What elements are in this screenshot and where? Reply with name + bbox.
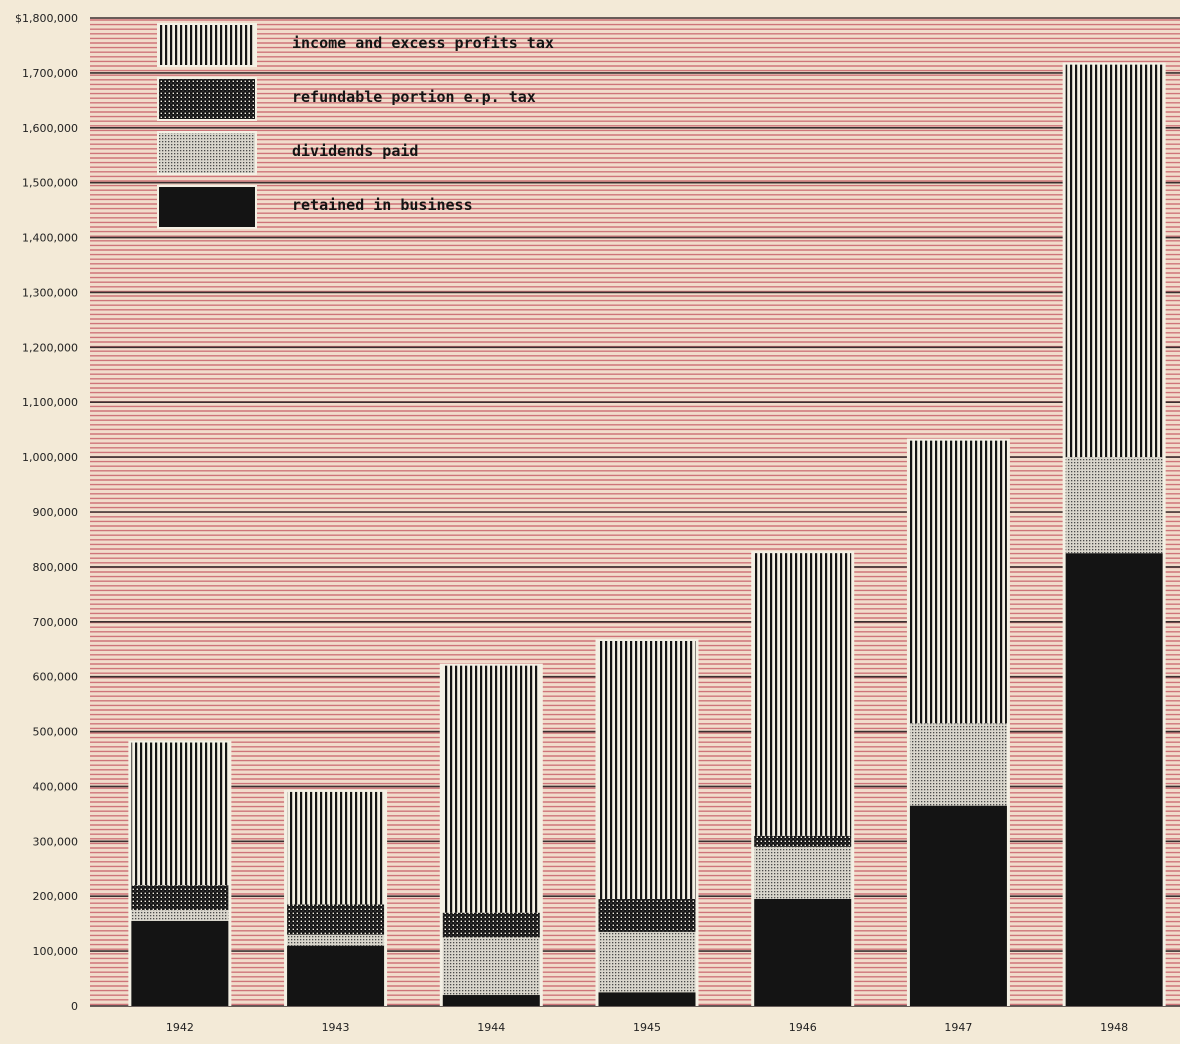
- y-tick-label: 500,000: [33, 726, 79, 739]
- legend-swatch: [157, 185, 257, 229]
- legend-swatch: [157, 23, 257, 67]
- bar-segment: [131, 742, 229, 886]
- y-tick-label: 1,600,000: [22, 122, 78, 135]
- x-tick-label: 1948: [1100, 1021, 1128, 1034]
- legend-swatch: [157, 77, 257, 121]
- bar-segment: [1065, 553, 1163, 1006]
- y-tick-label: 0: [71, 1000, 78, 1013]
- legend-label: dividends paid: [292, 142, 418, 160]
- bar-segment: [598, 898, 696, 932]
- bar-segment: [909, 440, 1007, 724]
- x-tick-label: 1945: [633, 1021, 661, 1034]
- x-tick-label: 1946: [789, 1021, 817, 1034]
- y-tick-label: 300,000: [33, 835, 79, 848]
- bar-segment: [909, 723, 1007, 806]
- bar-segment: [598, 640, 696, 899]
- bar-segment: [131, 920, 229, 1006]
- y-tick-label: 100,000: [33, 945, 79, 958]
- x-tick-label: 1943: [322, 1021, 350, 1034]
- bar-segment: [287, 904, 385, 935]
- y-tick-label: 800,000: [33, 561, 79, 574]
- y-tick-label: 200,000: [33, 890, 79, 903]
- bar-segment: [287, 945, 385, 1006]
- y-tick-label: 1,700,000: [22, 67, 78, 80]
- bar-segment: [1065, 457, 1163, 554]
- bar-segment: [909, 805, 1007, 1006]
- x-tick-label: 1947: [944, 1021, 972, 1034]
- y-tick-label: 1,300,000: [22, 286, 78, 299]
- bar-segment: [287, 791, 385, 905]
- bar-segments: [128, 62, 1166, 1007]
- y-tick-label: $1,800,000: [15, 12, 78, 25]
- y-tick-label: 1,200,000: [22, 341, 78, 354]
- bar-segment: [1065, 64, 1163, 458]
- y-tick-label: 700,000: [33, 616, 79, 629]
- bar-segment: [442, 665, 540, 913]
- x-axis-tick-labels: 1942 1943 1944 1945 1946 1947 1948: [166, 1021, 1128, 1034]
- y-tick-label: 1,000,000: [22, 451, 78, 464]
- bar-segment: [598, 931, 696, 993]
- y-axis-tick-labels: 0 100,000 200,000 300,000 400,000 500,000 600,…: [15, 12, 78, 1013]
- bar-segment: [442, 937, 540, 996]
- bar-segment: [442, 912, 540, 938]
- y-tick-label: 600,000: [33, 671, 79, 684]
- bar-segment: [754, 898, 852, 1006]
- legend-label: refundable portion e.p. tax: [292, 88, 536, 106]
- legend: income and excess profits tax refundable …: [157, 23, 554, 229]
- bar-segment: [287, 934, 385, 946]
- x-tick-label: 1944: [477, 1021, 505, 1034]
- legend-label: retained in business: [292, 196, 473, 214]
- y-tick-label: 400,000: [33, 780, 79, 793]
- legend-label: income and excess profits tax: [292, 34, 554, 52]
- y-tick-label: 1,500,000: [22, 177, 78, 190]
- legend-swatch: [157, 131, 257, 175]
- y-tick-label: 900,000: [33, 506, 79, 519]
- bar-segment: [754, 846, 852, 899]
- bar-segment: [598, 992, 696, 1006]
- y-tick-label: 1,100,000: [22, 396, 78, 409]
- bar-segment: [131, 885, 229, 910]
- bar-segment: [131, 909, 229, 921]
- bar-segment: [754, 835, 852, 847]
- bar-segment: [754, 553, 852, 836]
- bar-segment: [442, 995, 540, 1006]
- x-tick-label: 1942: [166, 1021, 194, 1034]
- y-tick-label: 1,400,000: [22, 232, 78, 245]
